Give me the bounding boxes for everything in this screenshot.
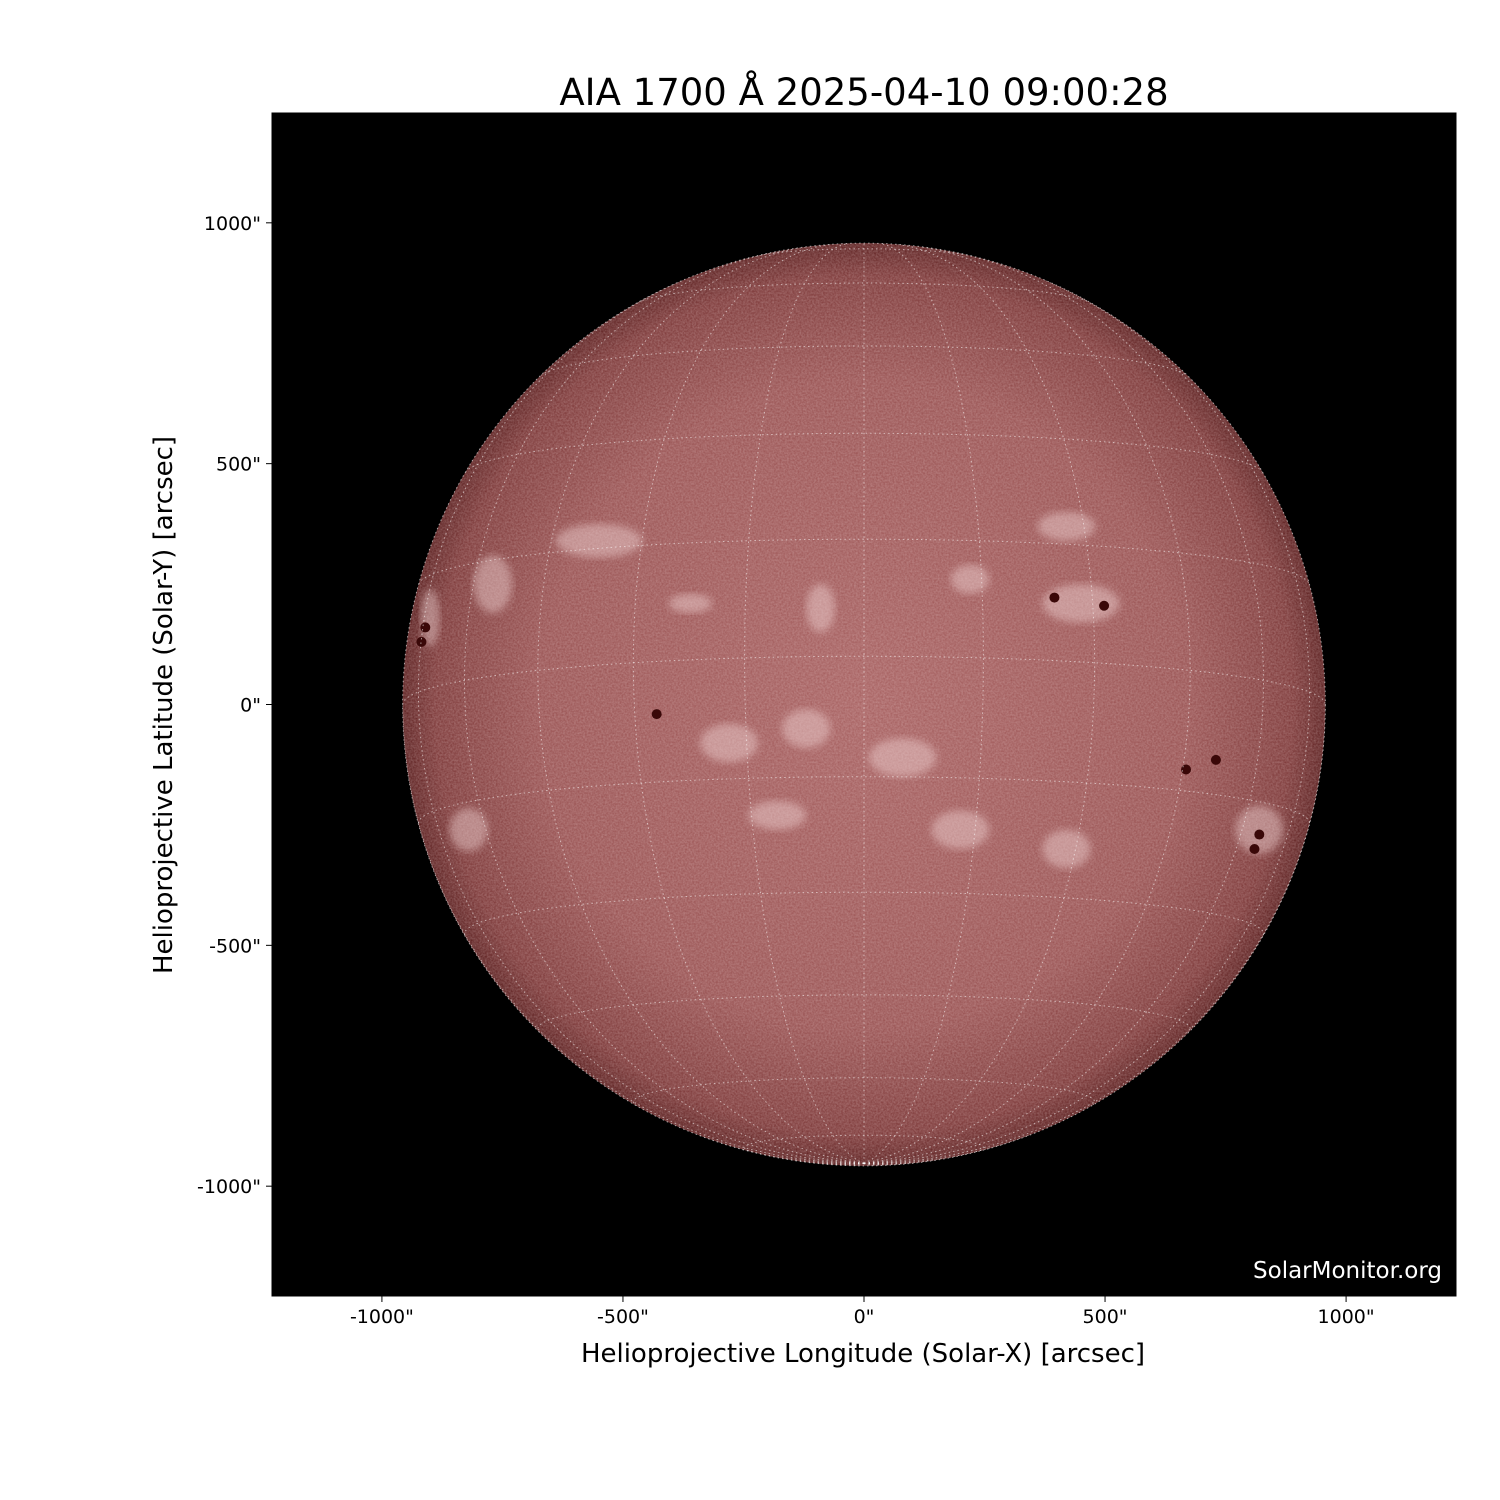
sunspot	[1099, 600, 1110, 611]
plage-region	[868, 738, 937, 777]
x-axis-label: Helioprojective Longitude (Solar-X) [arc…	[581, 1339, 1145, 1369]
y-tick-label: 1000"	[204, 213, 261, 235]
plage-region	[782, 709, 831, 748]
x-tick-label: 500"	[1083, 1306, 1128, 1328]
grid-line	[402, 655, 1326, 705]
plage-region	[555, 523, 643, 558]
grid-line	[463, 250, 865, 1164]
plage-region	[449, 808, 488, 852]
plage-region	[748, 800, 807, 830]
grid-line	[418, 538, 1310, 585]
sunspot	[420, 622, 431, 633]
grid-line	[863, 243, 984, 1164]
plage-region	[950, 564, 990, 594]
grid-line	[818, 1162, 865, 1166]
grid-line	[863, 243, 1096, 1164]
grid-line	[863, 1162, 910, 1166]
plage-region	[1037, 511, 1096, 541]
sunspot	[1249, 844, 1260, 855]
sunspot	[1049, 592, 1060, 603]
plage-region	[473, 555, 513, 614]
x-tick-label: -500"	[597, 1306, 649, 1328]
chart-title: AIA 1700 Å 2025-04-10 09:00:28	[559, 70, 1168, 114]
grid-line	[632, 1077, 1096, 1107]
y-tick-label: 500"	[216, 454, 261, 476]
x-axis: -1000" -500" 0" 500" 1000"	[350, 1296, 1375, 1328]
grid-line	[744, 243, 865, 1164]
grid-line	[863, 279, 1311, 1164]
x-tick-label: 0"	[854, 1306, 875, 1328]
watermark: SolarMonitor.org	[1253, 1258, 1442, 1284]
plage-region	[1042, 829, 1091, 869]
plage-region	[668, 593, 713, 613]
grid-line	[638, 282, 1090, 303]
grid-line	[540, 345, 1188, 376]
y-tick-label: 0"	[240, 695, 261, 717]
sunspot	[416, 636, 427, 647]
y-axis-label: Helioprojective Latitude (Solar-Y) [arcs…	[149, 436, 179, 974]
sunspot	[1254, 829, 1265, 840]
grid-line	[417, 279, 865, 1164]
disk-features	[402, 243, 1326, 1166]
grid-line	[632, 243, 865, 1164]
plage-region	[931, 810, 990, 850]
solar-disk	[402, 242, 1326, 1167]
x-tick-label: -1000"	[350, 1306, 414, 1328]
sunspot	[1210, 754, 1221, 765]
sunspot	[1181, 764, 1192, 775]
y-tick-label: -1000"	[197, 1176, 261, 1198]
grid-line	[863, 250, 1265, 1164]
plage-region	[806, 584, 836, 633]
y-axis: -1000" -500" 0" 500" 1000"	[197, 213, 272, 1198]
grid-line	[744, 1134, 984, 1153]
x-tick-label: 1000"	[1318, 1306, 1375, 1328]
y-tick-label: -500"	[209, 935, 261, 957]
sunspot	[651, 709, 662, 720]
grid-line	[537, 994, 1191, 1033]
limb-line	[402, 242, 1326, 1167]
plage-region	[1042, 584, 1120, 623]
plage-region	[700, 723, 758, 763]
